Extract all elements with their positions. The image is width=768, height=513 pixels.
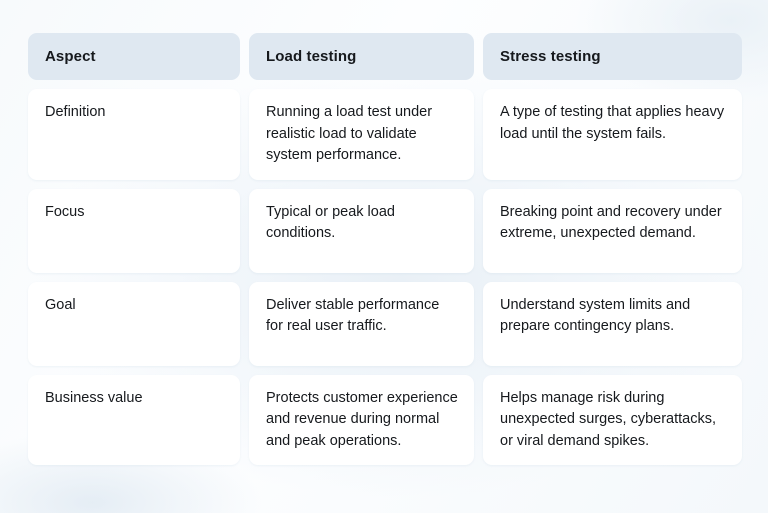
row-label-definition: Definition [28, 89, 240, 180]
column-header-aspect: Aspect [28, 33, 240, 80]
row-label-goal: Goal [28, 281, 240, 366]
cell-definition-load-testing: Running a load test under realistic load… [249, 89, 474, 180]
cell-goal-load-testing: Deliver stable performance for real user… [249, 281, 474, 366]
cell-focus-load-testing: Typical or peak load conditions. [249, 188, 474, 273]
comparison-table-grid: Aspect Load testing Stress testing Defin… [28, 33, 742, 465]
cell-focus-stress-testing: Breaking point and recovery under extrem… [483, 188, 742, 273]
column-header-load-testing: Load testing [249, 33, 474, 80]
row-label-business-value: Business value [28, 374, 240, 465]
comparison-table: Aspect Load testing Stress testing Defin… [28, 33, 742, 465]
cell-business-value-stress-testing: Helps manage risk during unexpected surg… [483, 374, 742, 465]
cell-goal-stress-testing: Understand system limits and prepare con… [483, 281, 742, 366]
cell-definition-stress-testing: A type of testing that applies heavy loa… [483, 89, 742, 180]
column-header-stress-testing: Stress testing [483, 33, 742, 80]
cell-business-value-load-testing: Protects customer experience and revenue… [249, 374, 474, 465]
row-label-focus: Focus [28, 188, 240, 273]
